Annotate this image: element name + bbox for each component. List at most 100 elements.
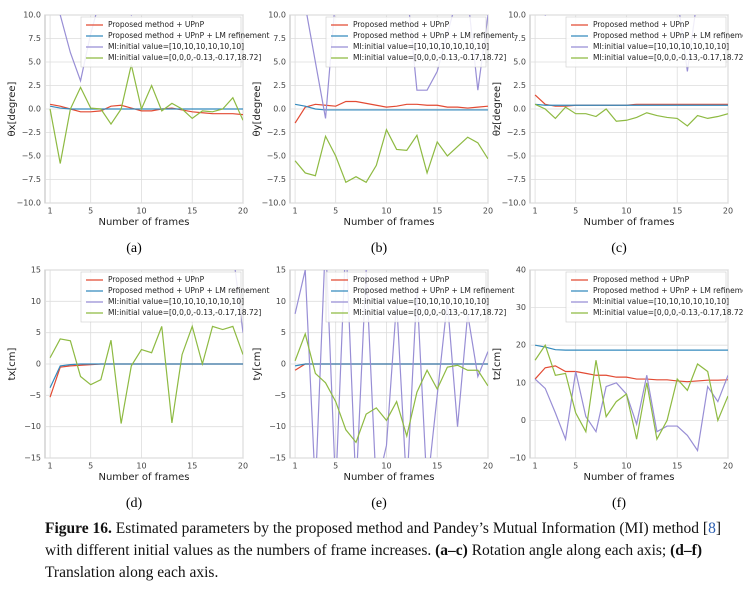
y-tick-label: 7.5 <box>513 34 526 43</box>
legend-label: Proposed method + UPnP <box>593 275 690 284</box>
panel-label: (b) <box>371 241 388 256</box>
x-axis-title: Number of frames <box>343 472 434 483</box>
x-tick-label: 20 <box>238 207 248 216</box>
y-tick-label: 0.0 <box>513 105 526 114</box>
y-tick-label: 2.5 <box>273 81 286 90</box>
x-tick-label: 5 <box>573 207 578 216</box>
legend-label: Proposed method + UPnP <box>353 275 450 284</box>
x-axis-title: Number of frames <box>583 472 674 483</box>
caption-ref[interactable]: 8 <box>708 520 716 537</box>
legend-label: Proposed method + UPnP + LM refinement <box>108 31 269 40</box>
chart-panel: −10.0−7.5−5.0−2.50.02.55.07.510.01 5 10 15 2… <box>492 11 743 257</box>
caption-text: Translation along each axis. <box>45 564 219 581</box>
x-tick-label: 10 <box>621 462 631 471</box>
legend-label: MI:initial value=[0,0,0,-0.13,-0.17,18.7… <box>108 53 261 62</box>
y-tick-label: 10.0 <box>23 11 41 20</box>
x-tick-label: 5 <box>573 462 578 471</box>
y-tick-label: 0 <box>36 360 41 369</box>
x-tick-label: 20 <box>723 462 733 471</box>
series-line <box>534 343 728 441</box>
y-tick-label: 10.0 <box>268 11 286 20</box>
panel-label: (a) <box>126 241 142 256</box>
y-tick-label: −2.5 <box>267 128 286 137</box>
legend-label: Proposed method + UPnP + LM refinement <box>108 286 269 295</box>
legend-label: MI:initial value=[0,0,0,-0.13,-0.17,18.7… <box>593 308 743 317</box>
y-tick-label: −10 <box>509 454 526 463</box>
y-tick-label: 30 <box>516 303 526 312</box>
series-line <box>534 103 728 127</box>
series-line <box>49 363 243 389</box>
caption-bold: (d–f) <box>670 542 702 559</box>
y-tick-label: 2.5 <box>513 81 526 90</box>
legend-label: Proposed method + UPnP <box>108 20 205 29</box>
legend-label: Proposed method + UPnP + LM refinement <box>353 31 514 40</box>
x-tick-label: 1 <box>533 462 538 471</box>
legend-label: Proposed method + UPnP <box>108 275 205 284</box>
x-tick-label: 20 <box>483 462 493 471</box>
y-tick-label: 10 <box>31 297 41 306</box>
series-line <box>534 365 728 383</box>
legend-label: MI:initial value=[10,10,10,10,10,10] <box>353 297 489 306</box>
y-tick-label: 5.0 <box>273 58 286 67</box>
legend-label: MI:initial value=[10,10,10,10,10,10] <box>108 297 244 306</box>
y-tick-label: 20 <box>516 341 526 350</box>
x-tick-label: 5 <box>333 207 338 216</box>
y-tick-label: 5 <box>36 328 41 337</box>
series-line <box>49 105 243 110</box>
series-line <box>294 103 488 111</box>
panel-label: (d) <box>126 496 143 511</box>
y-tick-label: 7.5 <box>273 34 286 43</box>
y-tick-label: 5.0 <box>28 58 41 67</box>
y-tick-label: −7.5 <box>22 175 41 184</box>
x-axis-title: Number of frames <box>98 472 189 483</box>
x-tick-label: 1 <box>533 207 538 216</box>
x-tick-label: 20 <box>723 207 733 216</box>
y-axis-title: ty[cm] <box>252 347 263 380</box>
legend-label: MI:initial value=[10,10,10,10,10,10] <box>593 42 729 51</box>
caption-text: Rotation angle along each axis; <box>467 542 671 559</box>
series-line <box>49 324 243 424</box>
series-line <box>294 100 488 124</box>
legend-box <box>325 16 487 68</box>
legend-label: Proposed method + UPnP <box>353 20 450 29</box>
y-tick-label: 0 <box>521 416 526 425</box>
x-tick-label: 5 <box>333 462 338 471</box>
x-tick-label: 5 <box>88 462 93 471</box>
y-tick-label: −5 <box>274 391 286 400</box>
y-tick-label: −15 <box>269 454 286 463</box>
y-axis-title: θx[degree] <box>7 81 18 136</box>
x-tick-label: 20 <box>238 462 248 471</box>
y-tick-label: 0.0 <box>273 105 286 114</box>
legend-label: MI:initial value=[0,0,0,-0.13,-0.17,18.7… <box>353 53 506 62</box>
y-tick-label: 15 <box>31 266 41 275</box>
series-line <box>534 371 728 453</box>
x-tick-label: 1 <box>293 462 298 471</box>
legend-label: MI:initial value=[10,10,10,10,10,10] <box>108 42 244 51</box>
y-tick-label: 7.5 <box>28 34 41 43</box>
y-tick-label: −7.5 <box>507 175 526 184</box>
y-tick-label: −5.0 <box>267 152 286 161</box>
y-tick-label: −5 <box>29 391 41 400</box>
series-line <box>59 15 132 83</box>
legend-label: MI:initial value=[0,0,0,-0.13,-0.17,18.7… <box>353 308 506 317</box>
panel-label: (c) <box>611 241 627 256</box>
y-axis-title: θz[degree] <box>492 82 503 136</box>
series-line <box>49 64 243 164</box>
y-tick-label: 0 <box>281 360 286 369</box>
x-tick-label: 10 <box>621 207 631 216</box>
y-tick-label: 15 <box>276 266 286 275</box>
caption: Figure 16. Estimated parameters by the p… <box>45 518 725 584</box>
y-tick-label: 5.0 <box>513 58 526 67</box>
x-tick-label: 10 <box>381 462 391 471</box>
panel-label: (f) <box>612 496 626 511</box>
y-tick-label: 2.5 <box>28 81 41 90</box>
series-line <box>294 331 488 444</box>
series-line <box>535 103 728 106</box>
y-tick-label: −2.5 <box>22 128 41 137</box>
x-tick-label: 15 <box>187 462 197 471</box>
y-tick-label: −15 <box>24 454 41 463</box>
